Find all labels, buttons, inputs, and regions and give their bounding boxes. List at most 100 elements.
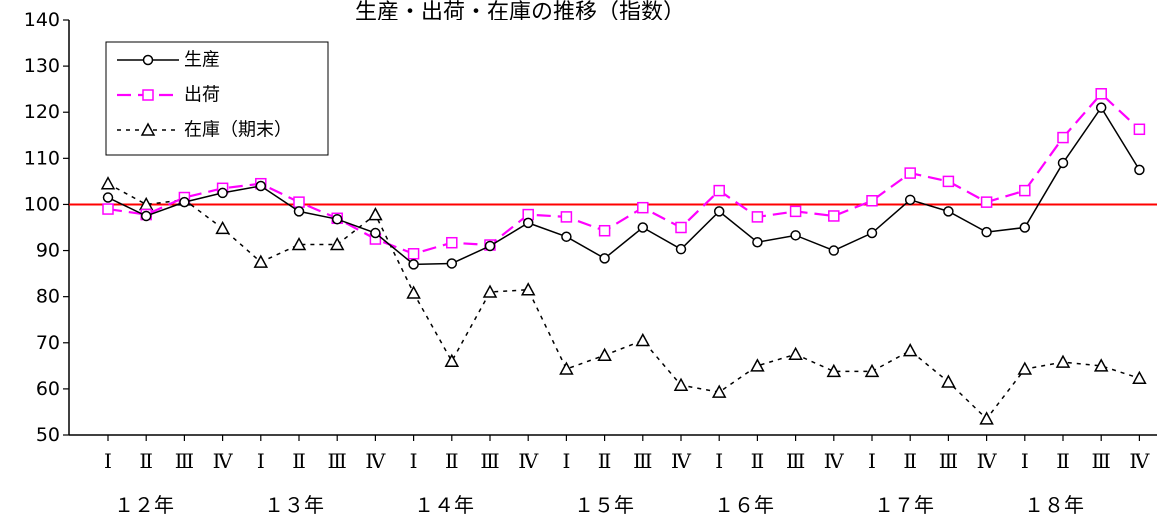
data-point <box>750 358 765 372</box>
x-quarter-label: Ⅲ <box>175 449 194 473</box>
data-point <box>711 384 727 398</box>
x-quarter-label: Ⅰ <box>257 449 265 473</box>
data-point <box>1095 88 1107 100</box>
series-0 <box>102 102 1145 270</box>
x-quarter-label: Ⅰ <box>562 449 570 473</box>
x-year-label: １８年 <box>1024 493 1084 517</box>
x-year-label: １２年 <box>114 493 174 517</box>
legend-label: 出荷 <box>184 85 220 106</box>
data-point <box>407 248 420 260</box>
data-point <box>100 176 116 190</box>
data-point <box>406 285 421 299</box>
legend-label: 生産 <box>184 50 220 71</box>
data-point <box>559 361 574 375</box>
data-point <box>981 226 992 238</box>
x-quarter-label: Ⅱ <box>445 449 459 473</box>
data-point <box>484 240 496 252</box>
data-point <box>408 259 419 270</box>
x-quarter-label: Ⅲ <box>328 449 347 473</box>
data-point <box>1093 358 1109 372</box>
x-quarter-label: Ⅲ <box>786 449 805 473</box>
y-tick-label: 100 <box>24 193 60 215</box>
x-quarter-label: Ⅱ <box>751 449 765 473</box>
data-point <box>217 187 228 199</box>
data-point <box>446 236 458 249</box>
data-point <box>140 210 152 222</box>
data-point <box>979 411 994 425</box>
data-point <box>329 236 345 251</box>
data-point <box>902 343 918 357</box>
data-point <box>102 203 114 215</box>
data-point <box>866 195 878 207</box>
data-point <box>1057 131 1069 144</box>
series-group <box>100 88 1147 425</box>
data-point <box>904 194 916 206</box>
data-point <box>713 206 725 217</box>
data-point <box>828 245 840 256</box>
data-point <box>751 211 764 223</box>
data-point <box>215 220 230 235</box>
legend-swatch-marker <box>142 54 154 66</box>
x-quarter-label: Ⅰ <box>104 449 112 473</box>
data-point <box>293 196 305 208</box>
data-point <box>1134 164 1145 176</box>
x-quarter-label: Ⅳ <box>365 449 386 473</box>
x-quarter-label: Ⅲ <box>480 449 499 473</box>
data-point <box>864 363 880 378</box>
data-point <box>673 377 689 391</box>
series-line <box>107 183 1140 420</box>
data-point <box>561 231 572 242</box>
data-point <box>522 217 534 229</box>
data-point <box>752 237 763 248</box>
data-point <box>444 353 460 367</box>
data-point <box>1095 102 1107 113</box>
data-point <box>1017 361 1033 375</box>
legend-swatch-marker <box>142 89 154 101</box>
x-quarter-label: Ⅰ <box>715 449 723 473</box>
data-point <box>941 374 956 388</box>
x-year-label: １４年 <box>414 493 474 517</box>
y-tick-label: 140 <box>24 9 60 31</box>
data-point <box>826 363 842 378</box>
y-tick-label: 50 <box>36 424 60 446</box>
data-point <box>253 254 269 268</box>
x-quarter-label: Ⅲ <box>939 449 958 473</box>
series-line <box>107 106 1141 266</box>
data-point <box>904 167 916 179</box>
x-year-label: １３年 <box>264 493 324 517</box>
x-quarter-label: Ⅳ <box>213 449 234 473</box>
x-quarter-label: Ⅰ <box>868 449 876 473</box>
data-point <box>637 222 649 233</box>
y-tick-label: 80 <box>36 286 60 308</box>
x-quarter-label: Ⅱ <box>1056 449 1070 473</box>
legend-label: 在庫（期末） <box>184 120 292 141</box>
axes: 50 60 70 80 90 100 110 120 130 140 <box>24 9 1157 446</box>
x-quarter-label: Ⅱ <box>139 449 153 473</box>
series-2 <box>100 176 1147 425</box>
data-point <box>560 211 573 223</box>
x-quarter-label: Ⅲ <box>633 449 652 473</box>
y-tick-label: 90 <box>36 240 60 262</box>
data-point <box>1019 222 1031 233</box>
data-point <box>828 210 840 222</box>
data-point <box>520 282 536 296</box>
data-point <box>599 253 610 264</box>
data-point <box>370 227 381 239</box>
x-quarter-label: Ⅳ <box>1129 449 1150 473</box>
data-point <box>291 236 307 251</box>
y-tick-label: 70 <box>36 332 60 354</box>
x-quarter-label: Ⅳ <box>518 449 539 473</box>
data-point <box>790 230 801 241</box>
data-point <box>788 346 803 361</box>
data-point <box>789 205 802 218</box>
data-point <box>331 213 343 225</box>
y-tick-label: 60 <box>36 378 60 400</box>
x-quarter-label: Ⅲ <box>1092 449 1111 473</box>
data-point <box>713 184 725 197</box>
data-point <box>293 206 305 217</box>
data-point <box>675 243 687 255</box>
data-point <box>597 347 612 361</box>
data-point <box>1133 123 1146 136</box>
